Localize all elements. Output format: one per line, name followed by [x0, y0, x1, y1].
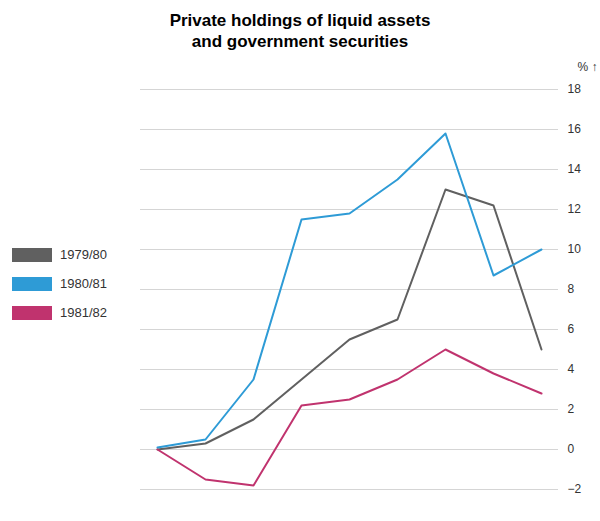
- svg-text:4: 4: [568, 362, 575, 376]
- html-text:1980/81: 1980/81: [60, 276, 107, 291]
- svg-text:12: 12: [568, 202, 582, 216]
- svg-text:2: 2: [568, 402, 575, 416]
- svg-text:10: 10: [568, 242, 582, 256]
- svg-text:14: 14: [568, 162, 582, 176]
- svg-text:16: 16: [568, 122, 582, 136]
- svg-text:6: 6: [568, 322, 575, 336]
- svg-text:0: 0: [568, 442, 575, 456]
- html-text:1981/82: 1981/82: [60, 305, 107, 320]
- html-text:Private holdings of liquid ass: Private holdings of liquid assets and go…: [169, 11, 431, 52]
- svg-text:−2: −2: [568, 482, 582, 496]
- html-text:1979/80: 1979/80: [60, 247, 107, 262]
- svg-text:8: 8: [568, 282, 575, 296]
- svg-text:18: 18: [568, 82, 582, 96]
- svg-text:% ↑: % ↑: [577, 60, 597, 74]
